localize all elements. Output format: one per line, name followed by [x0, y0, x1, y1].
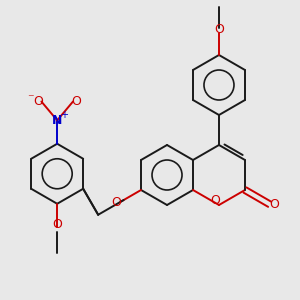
- Text: O: O: [33, 95, 43, 108]
- Text: O: O: [210, 194, 220, 206]
- Text: O: O: [71, 95, 81, 108]
- Text: +: +: [60, 110, 68, 120]
- Text: O: O: [111, 196, 121, 208]
- Text: ⁻: ⁻: [27, 92, 34, 105]
- Text: N: N: [52, 114, 62, 127]
- Text: O: O: [52, 218, 62, 231]
- Text: O: O: [270, 198, 280, 211]
- Text: O: O: [214, 23, 224, 36]
